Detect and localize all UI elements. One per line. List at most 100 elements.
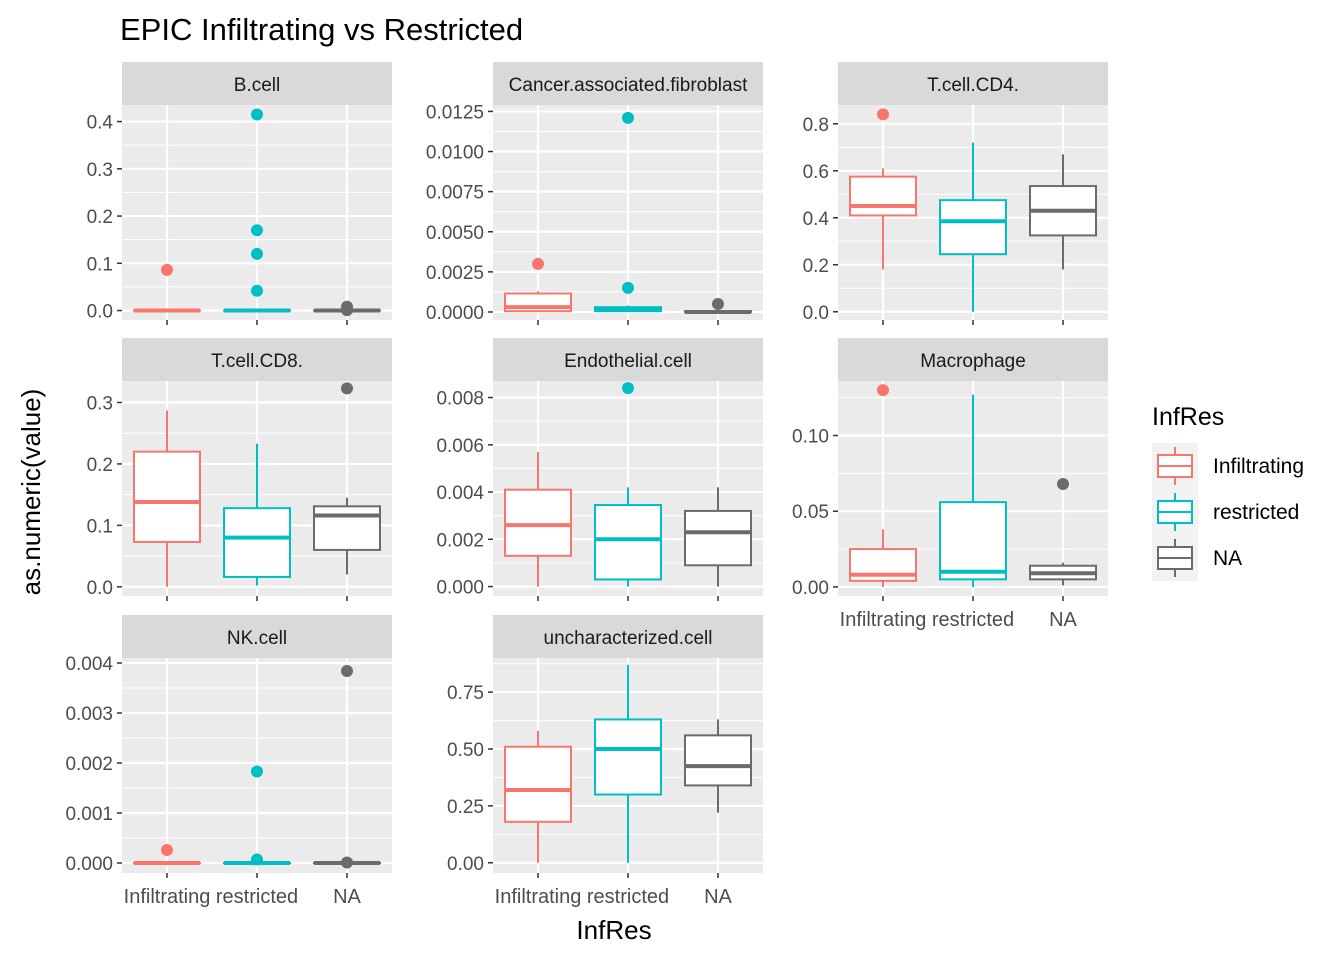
outlier-point [251, 284, 263, 297]
box-body [939, 199, 1007, 256]
x-axis-label: InfRes [576, 915, 651, 945]
y-tick-label: 0.002 [65, 754, 113, 775]
facet-strip-label: Endothelial.cell [564, 351, 692, 372]
facet-strip [493, 615, 763, 658]
box-restricted [939, 394, 1007, 587]
outlier-point [877, 108, 889, 121]
facet-strip-label: T.cell.CD8. [211, 351, 303, 372]
y-tick-label: 0.001 [65, 804, 113, 825]
legend-entry-restricted: restricted [1152, 489, 1299, 535]
y-tick-label: 0.004 [65, 654, 113, 675]
y-tick-label: 0.2 [803, 256, 829, 277]
chart-title: EPIC Infiltrating vs Restricted [120, 12, 523, 47]
y-tick-label: 0.002 [436, 530, 484, 551]
x-tick-label: Infiltrating [124, 886, 211, 908]
facet-strip-label: uncharacterized.cell [544, 628, 713, 649]
legend-title: InfRes [1152, 403, 1224, 431]
facet-t-cell-cd4: T.cell.CD4. 0.0 0.2 0.4 0.6 0.8 [803, 62, 1108, 325]
box-na [1029, 154, 1097, 270]
outlier-point [712, 297, 724, 310]
box-na [1029, 477, 1097, 586]
legend-entry-infiltrating: Infiltrating [1152, 443, 1304, 489]
box-infiltrating [504, 730, 572, 863]
box-na [313, 300, 381, 317]
box-body [684, 734, 752, 787]
x-tick-label: NA [1049, 609, 1077, 631]
box-restricted [594, 111, 662, 313]
box-body [594, 718, 662, 796]
facet-strip [493, 338, 763, 381]
facet-strip [838, 62, 1108, 105]
box-infiltrating [504, 257, 572, 313]
box-na [684, 297, 752, 314]
y-tick-label: 0.004 [436, 483, 484, 504]
facet-uncharacterized-cell: uncharacterized.cell 0.00 0.25 0.50 0.75 Infi… [447, 615, 763, 908]
y-tick-label: 0.4 [87, 113, 114, 134]
box-restricted [594, 664, 662, 863]
box-na [313, 665, 381, 869]
y-tick-label: 0.1 [87, 516, 113, 537]
legend-entry-na: NA [1152, 535, 1242, 581]
y-tick-label: 0.6 [803, 162, 829, 183]
facet-strip-label: T.cell.CD4. [927, 75, 1019, 96]
facet-strip [122, 338, 392, 381]
box-body [504, 488, 572, 557]
facet-strip [493, 62, 763, 105]
y-tick-label: 0.4 [803, 209, 830, 230]
box-body [594, 504, 662, 581]
y-tick-label: 0.50 [447, 740, 484, 761]
y-tick-label: 0.0000 [426, 303, 484, 324]
box-body [849, 175, 917, 217]
y-tick-label: 0.000 [436, 578, 484, 599]
outlier-point [161, 844, 173, 856]
facet-strip-label: Cancer.associated.fibroblast [509, 75, 748, 96]
box-body [223, 507, 291, 578]
outlier-point [251, 765, 263, 778]
legend-entry-label: restricted [1213, 501, 1299, 524]
outlier-point [251, 224, 263, 237]
y-tick-label: 0.75 [447, 683, 484, 704]
outlier-point [251, 853, 263, 866]
outlier-point [341, 304, 353, 317]
outlier-point [877, 384, 889, 397]
box-infiltrating [133, 410, 201, 587]
outlier-point [622, 382, 634, 395]
y-tick-label: 0.0075 [426, 183, 484, 204]
box-infiltrating [849, 384, 917, 587]
facet-panels: B.cell 0.0 0.1 0.2 0.3 0.4 Cancer.associated.f… [65, 62, 1108, 908]
x-tick-label: restricted [216, 886, 298, 908]
y-tick-label: 0.25 [447, 797, 484, 818]
y-tick-label: 0.000 [65, 854, 113, 875]
facet-nk-cell: NK.cell 0.000 0.001 0.002 0.003 0.004 Infiltra… [65, 615, 392, 908]
y-tick-label: 0.05 [792, 502, 829, 523]
box-body [133, 450, 201, 543]
y-tick-label: 0.10 [792, 427, 829, 448]
box-restricted [594, 382, 662, 587]
legend-entry-label: Infiltrating [1213, 455, 1304, 478]
box-infiltrating [133, 844, 201, 865]
x-tick-label: NA [704, 886, 732, 908]
y-tick-label: 0.1 [87, 254, 113, 275]
facet-strip [122, 615, 392, 658]
facet-strip-label: NK.cell [227, 628, 287, 649]
box-infiltrating [133, 263, 201, 313]
x-tick-label: NA [333, 886, 361, 908]
box-restricted [223, 108, 291, 313]
y-tick-label: 0.3 [87, 160, 113, 181]
x-tick-label: restricted [587, 886, 669, 908]
y-tick-label: 0.0 [87, 302, 113, 323]
outlier-point [161, 263, 173, 276]
outlier-point [251, 108, 263, 121]
y-axis-label: as.numeric(value) [16, 389, 46, 596]
y-tick-label: 0.0125 [426, 102, 484, 123]
facet-b-cell: B.cell 0.0 0.1 0.2 0.3 0.4 [87, 62, 392, 325]
y-tick-label: 0.00 [792, 578, 829, 599]
outlier-point [1057, 477, 1069, 490]
facet-strip [838, 338, 1108, 381]
box-body [939, 501, 1007, 581]
box-na [684, 719, 752, 813]
box-body [313, 505, 381, 551]
facet-endothelial-cell: Endothelial.cell 0.000 0.002 0.004 0.006 0.00… [436, 338, 763, 601]
y-tick-label: 0.0 [87, 578, 113, 599]
